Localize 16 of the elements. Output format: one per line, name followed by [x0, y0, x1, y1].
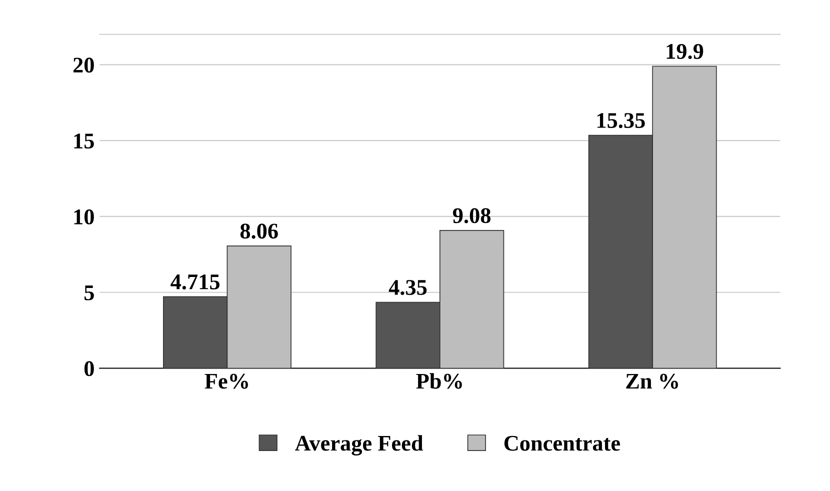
data-label: 9.08 [452, 208, 491, 224]
y-tick-label: 15 [74, 134, 94, 149]
y-tick-label: 10 [74, 209, 94, 224]
legend-label: Concentrate [504, 436, 620, 451]
data-label: 15.35 [597, 113, 645, 128]
y-tick-label: 5 [84, 286, 94, 300]
y-tick-label: 20 [73, 58, 94, 73]
data-label: 4.715 [170, 274, 220, 290]
data-label: 8.06 [240, 224, 278, 239]
data-label: 19.9 [666, 44, 704, 60]
x-tick-label: Fe% [204, 374, 248, 389]
data-label: 4.35 [388, 280, 427, 296]
legend-label: Average Feed [295, 435, 424, 456]
y-tick-label: 0 [84, 361, 94, 376]
x-tick-label: Pb% [416, 373, 462, 389]
x-tick-label: Zn % [626, 374, 678, 389]
